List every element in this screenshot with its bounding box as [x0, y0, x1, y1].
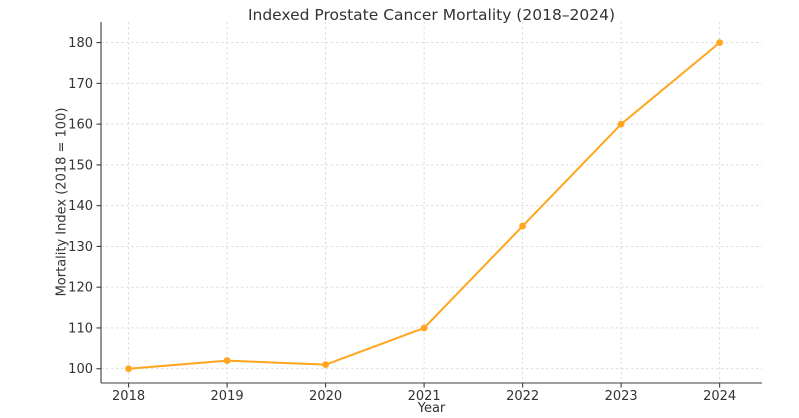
y-tick-label: 120: [68, 281, 93, 296]
y-tick-label: 100: [68, 362, 93, 377]
data-point: [420, 324, 428, 332]
x-tick-label: 2020: [309, 389, 342, 404]
y-tick-label: 140: [68, 199, 93, 214]
x-tick-label: 2024: [703, 389, 736, 404]
x-tick-label: 2018: [112, 389, 145, 404]
x-axis-label: Year: [417, 401, 446, 416]
y-tick-label: 110: [68, 321, 93, 336]
y-axis-label: Mortality Index (2018 = 100): [54, 107, 70, 297]
y-tick-label: 160: [68, 118, 93, 133]
data-point: [223, 357, 231, 364]
chart-title: Indexed Prostate Cancer Mortality (2018–…: [247, 6, 616, 24]
data-point: [125, 365, 132, 373]
y-tick-label: 150: [68, 158, 93, 173]
y-tick-label: 180: [68, 36, 93, 51]
data-point: [617, 120, 625, 128]
x-tick-label: 2023: [605, 389, 638, 404]
x-tick-label: 2021: [408, 389, 441, 404]
x-tick-label: 2019: [211, 389, 244, 404]
data-point: [322, 361, 330, 369]
data-point: [716, 39, 724, 46]
y-tick-label: 170: [68, 77, 93, 92]
data-point: [519, 222, 527, 230]
x-tick-label: 2022: [506, 389, 539, 404]
y-tick-label: 130: [68, 240, 93, 255]
